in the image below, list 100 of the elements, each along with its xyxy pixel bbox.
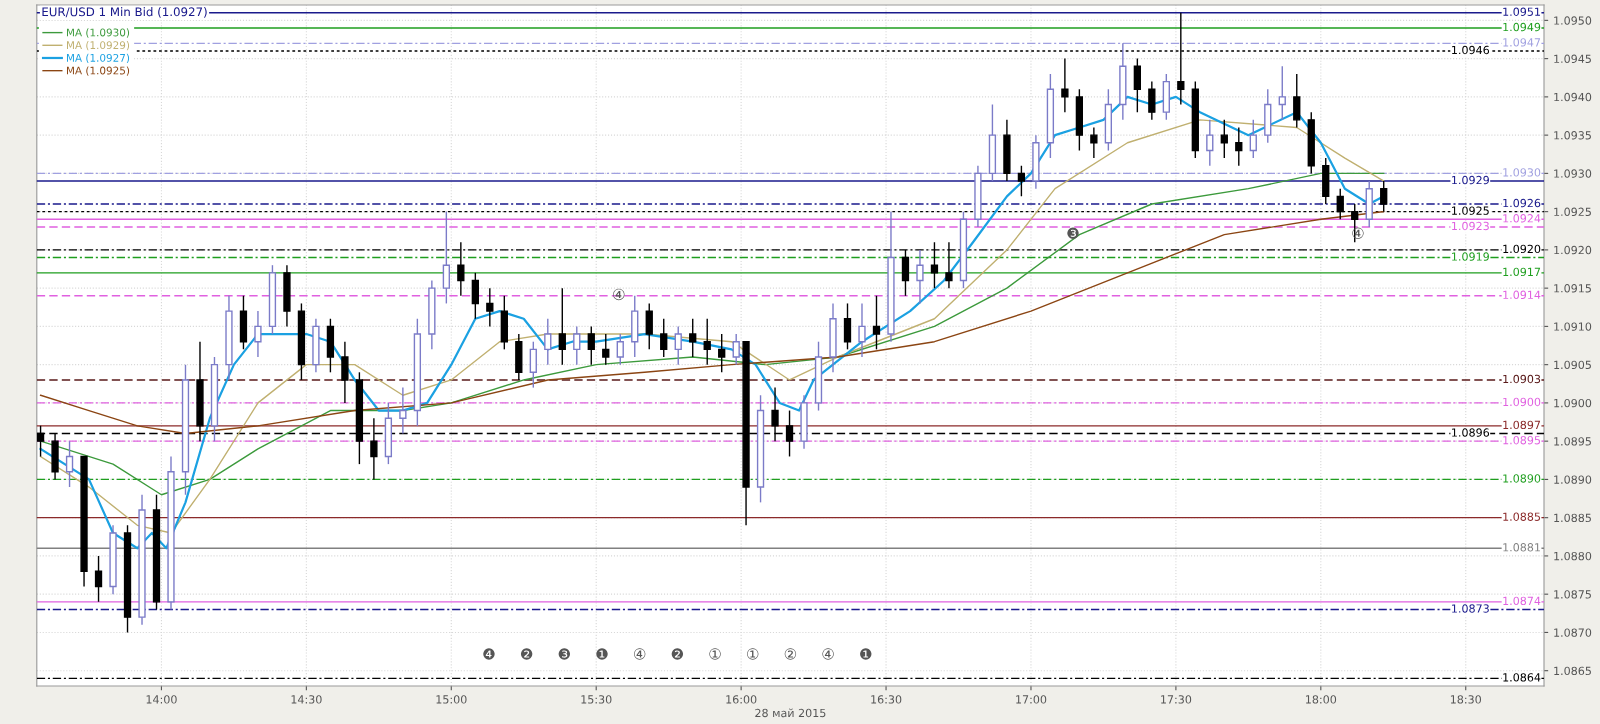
ref-line-label: 1.0947	[1503, 38, 1541, 47]
ref-line-label: 1.0951	[1503, 7, 1540, 16]
candlestick	[645, 302, 653, 351]
chart-title: EUR/USD 1 Min Bid (1.0927)	[42, 7, 207, 18]
y-tick-label: 1.0945	[1554, 54, 1591, 63]
x-tick-label: 16:30	[871, 695, 902, 704]
candlestick	[486, 287, 494, 328]
x-tick-label: 15:30	[581, 695, 612, 704]
y-tick-label: 1.0915	[1554, 284, 1591, 293]
annotation: ❸	[1067, 227, 1079, 239]
x-tick-label: 17:00	[1016, 695, 1047, 704]
y-tick-label: 1.0885	[1554, 513, 1591, 523]
candlestick	[718, 333, 726, 374]
candlestick	[558, 287, 566, 366]
candlestick	[529, 341, 537, 389]
candlestick	[1133, 57, 1141, 113]
x-tick-label: 17:30	[1161, 695, 1192, 704]
ref-line-label: 1.0881	[1503, 543, 1540, 552]
candlestick	[602, 333, 610, 366]
ref-line-label: 1.0946	[1452, 45, 1490, 55]
ref-line-label: 1.0949	[1503, 22, 1541, 32]
candlestick	[1206, 119, 1214, 167]
y-tick-label: 1.0950	[1554, 16, 1592, 25]
ref-line-label: 1.0864	[1503, 673, 1541, 682]
y-tick-label: 1.0920	[1554, 245, 1592, 255]
line-series	[39, 172, 1385, 496]
y-tick-label: 1.0880	[1554, 551, 1592, 561]
x-axis-title: 28 май 2015	[755, 708, 826, 718]
ref-line-label: 1.0890	[1503, 474, 1541, 483]
candlestick	[1293, 73, 1301, 129]
annotation: ❷	[520, 648, 533, 660]
candlestick	[587, 325, 595, 366]
candlestick	[1235, 126, 1243, 167]
candlestick	[660, 318, 668, 358]
ref-line-label: 1.0926	[1503, 198, 1541, 208]
ref-line-label: 1.0897	[1503, 420, 1541, 430]
y-tick-label: 1.0935	[1554, 131, 1591, 140]
ref-line-label: 1.0914	[1503, 290, 1541, 300]
candlestick	[1061, 57, 1069, 113]
candlestick	[442, 210, 451, 305]
ref-line-label: 1.0874	[1503, 596, 1541, 606]
y-tick-label: 1.0910	[1554, 322, 1592, 331]
ref-line-label: 1.0873	[1452, 604, 1489, 613]
candlestick	[1090, 126, 1098, 159]
y-tick-label: 1.0905	[1554, 360, 1591, 370]
ref-line-label: 1.0930	[1503, 168, 1541, 177]
annotation: ①	[709, 648, 721, 660]
annotation: ②	[784, 648, 797, 660]
y-tick-label: 1.0925	[1554, 207, 1591, 217]
y-tick-label: 1.0870	[1554, 628, 1592, 637]
candlestick	[732, 333, 740, 366]
text: MA (1.0925)	[66, 66, 130, 76]
ref-line-label: 1.0900	[1503, 397, 1541, 407]
ref-line-label: 1.0924	[1503, 214, 1541, 223]
ref-line-label: 1.0895	[1503, 435, 1541, 445]
candlestick	[616, 333, 624, 366]
y-tick-label: 1.0890	[1554, 475, 1592, 484]
annotation: ④	[822, 648, 834, 660]
candlestick	[254, 310, 262, 358]
y-tick-label: 1.0865	[1554, 666, 1591, 676]
annotation: ❹	[483, 648, 495, 660]
candlestick	[1148, 80, 1156, 121]
candlestick	[843, 302, 852, 351]
x-tick-label: 18:00	[1306, 695, 1337, 704]
candlestick	[916, 249, 924, 305]
x-tick-label: 16:00	[726, 695, 757, 704]
candlestick	[1278, 65, 1286, 121]
annotation: ❷	[671, 648, 684, 660]
candlestick	[872, 295, 881, 351]
text: MA (1.0927)	[66, 53, 130, 63]
x-tick-label: 18:30	[1450, 695, 1482, 704]
candlestick	[689, 318, 697, 358]
y-tick-label: 1.0930	[1554, 169, 1592, 178]
ref-line-label: 1.0917	[1503, 267, 1541, 277]
annotation: ❶	[860, 648, 872, 660]
text: MA (1.0930)	[66, 28, 130, 38]
candlestick	[94, 555, 103, 603]
ref-line-label: 1.0885	[1503, 512, 1541, 521]
candlestick	[65, 440, 74, 488]
ref-line-label: 1.0925	[1452, 206, 1489, 215]
annotation: ❶	[596, 648, 608, 660]
annotation: ④	[633, 648, 646, 660]
x-tick-label: 15:00	[436, 695, 467, 704]
ref-line-label: 1.0923	[1452, 221, 1489, 231]
candlestick	[341, 341, 349, 404]
y-tick-label: 1.0895	[1554, 437, 1591, 446]
x-tick-label: 14:00	[146, 695, 177, 704]
ref-line-label: 1.0919	[1452, 252, 1489, 261]
ref-line-label: 1.0920	[1503, 244, 1541, 254]
x-tick-label: 14:30	[291, 695, 322, 704]
annotation: ①	[747, 648, 759, 660]
candlestick	[471, 272, 479, 320]
line-series	[39, 210, 1385, 435]
candlestick	[674, 325, 682, 366]
candlestick	[858, 302, 866, 358]
candlestick	[573, 325, 581, 366]
candlestick	[1380, 180, 1388, 213]
annotation: ❸	[558, 648, 571, 660]
candlestick	[1220, 119, 1228, 159]
y-tick-label: 1.0875	[1554, 590, 1591, 599]
